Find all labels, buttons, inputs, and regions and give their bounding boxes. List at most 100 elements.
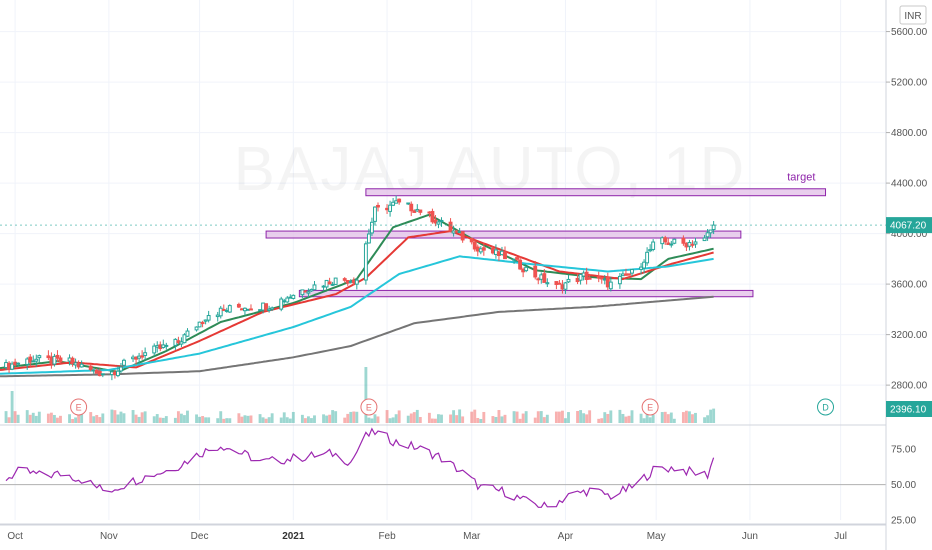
- candle-body: [115, 370, 120, 377]
- candle-body: [288, 296, 293, 299]
- candlesticks: [4, 195, 716, 381]
- volume-bar: [373, 414, 377, 423]
- zone-rect: [298, 289, 754, 298]
- candle-body: [702, 237, 707, 242]
- volume-bar: [518, 418, 522, 423]
- volume-bar: [515, 411, 519, 423]
- candle-body: [164, 344, 169, 347]
- candle-body: [605, 277, 610, 288]
- candle-body: [218, 307, 223, 317]
- candle-body: [239, 308, 244, 311]
- volume-bar: [80, 409, 84, 423]
- volume-bar: [310, 418, 313, 423]
- candle-body: [669, 243, 674, 246]
- volume-bar: [92, 416, 96, 423]
- candle-body: [134, 356, 139, 360]
- volume-bar: [536, 411, 540, 423]
- candle-body: [52, 355, 57, 365]
- rsi-tick-label: 25.00: [891, 516, 916, 527]
- candle-body: [406, 202, 411, 205]
- volume-bar: [648, 417, 652, 423]
- rsi-tick-label: 75.00: [891, 445, 916, 456]
- volume-bar: [669, 412, 673, 423]
- volume-bar: [461, 416, 465, 423]
- candle-body: [557, 282, 562, 285]
- volume-bar: [524, 411, 528, 423]
- candle-body: [173, 338, 178, 346]
- candle-body: [91, 369, 96, 372]
- candle-body: [493, 249, 498, 255]
- candle-body: [454, 230, 459, 233]
- candle-body: [518, 259, 523, 270]
- rsi-line: [5, 427, 715, 508]
- volume-bar: [367, 417, 371, 423]
- volume-bar: [291, 411, 295, 423]
- candle-body: [4, 362, 8, 369]
- volume-bars: [4, 367, 716, 423]
- volume-bar: [455, 415, 459, 423]
- candle-body: [448, 221, 453, 232]
- grid: [0, 0, 932, 525]
- volume-bar: [388, 418, 392, 423]
- candle-body: [79, 363, 84, 368]
- volume-bar: [246, 415, 250, 423]
- candle-body: [427, 211, 432, 214]
- volume-bar: [288, 418, 292, 423]
- candle-body: [88, 365, 93, 371]
- volume-bar: [216, 418, 220, 423]
- candle-body: [460, 231, 465, 241]
- volume-bar: [49, 412, 53, 423]
- volume-bar: [46, 413, 50, 423]
- volume-bar: [709, 409, 713, 423]
- volume-bar: [77, 414, 81, 423]
- event-marker: [817, 398, 835, 416]
- candle-body: [227, 305, 232, 313]
- candle-body: [370, 221, 374, 234]
- candle-body: [321, 285, 326, 288]
- candle-body: [373, 206, 377, 222]
- volume-bar: [452, 410, 456, 423]
- time-tick-label: Apr: [558, 531, 574, 542]
- volume-bar: [585, 414, 589, 423]
- volume-bar: [688, 411, 691, 423]
- candle-body: [112, 371, 117, 375]
- candle-body: [122, 359, 126, 366]
- candle-body: [575, 277, 580, 283]
- volume-bar: [579, 410, 583, 423]
- candle-body: [394, 200, 399, 204]
- candle-body: [137, 355, 142, 359]
- volume-bar: [597, 418, 601, 423]
- volume-bar: [582, 413, 586, 423]
- volume-bar: [663, 411, 667, 423]
- volume-bar: [385, 410, 389, 423]
- candle-body: [554, 281, 559, 285]
- candle-body: [264, 303, 269, 311]
- volume-bar: [564, 418, 567, 423]
- volume-bar: [131, 410, 135, 423]
- candle-body: [533, 265, 538, 278]
- candle-body: [109, 371, 114, 376]
- time-tick-label: Jun: [742, 531, 758, 542]
- volume-bar: [207, 417, 211, 423]
- candle-body: [472, 241, 477, 250]
- candle-body: [412, 210, 417, 213]
- volume-bar: [409, 413, 413, 423]
- candle-body: [291, 294, 296, 299]
- volume-bar: [282, 412, 286, 423]
- volume-bar: [249, 415, 253, 423]
- candle-body: [503, 251, 507, 260]
- volume-bar: [155, 414, 159, 423]
- event-marker: [360, 398, 378, 416]
- candle-body: [25, 358, 30, 365]
- volume-bar: [660, 412, 664, 423]
- volume-bar: [101, 413, 105, 423]
- volume-bar: [122, 413, 126, 423]
- candle-body: [627, 273, 631, 276]
- volume-bar: [479, 418, 483, 423]
- time-tick-label: Nov: [100, 531, 118, 542]
- candle-body: [73, 362, 78, 366]
- candle-body: [630, 268, 634, 274]
- candle-body: [566, 278, 571, 283]
